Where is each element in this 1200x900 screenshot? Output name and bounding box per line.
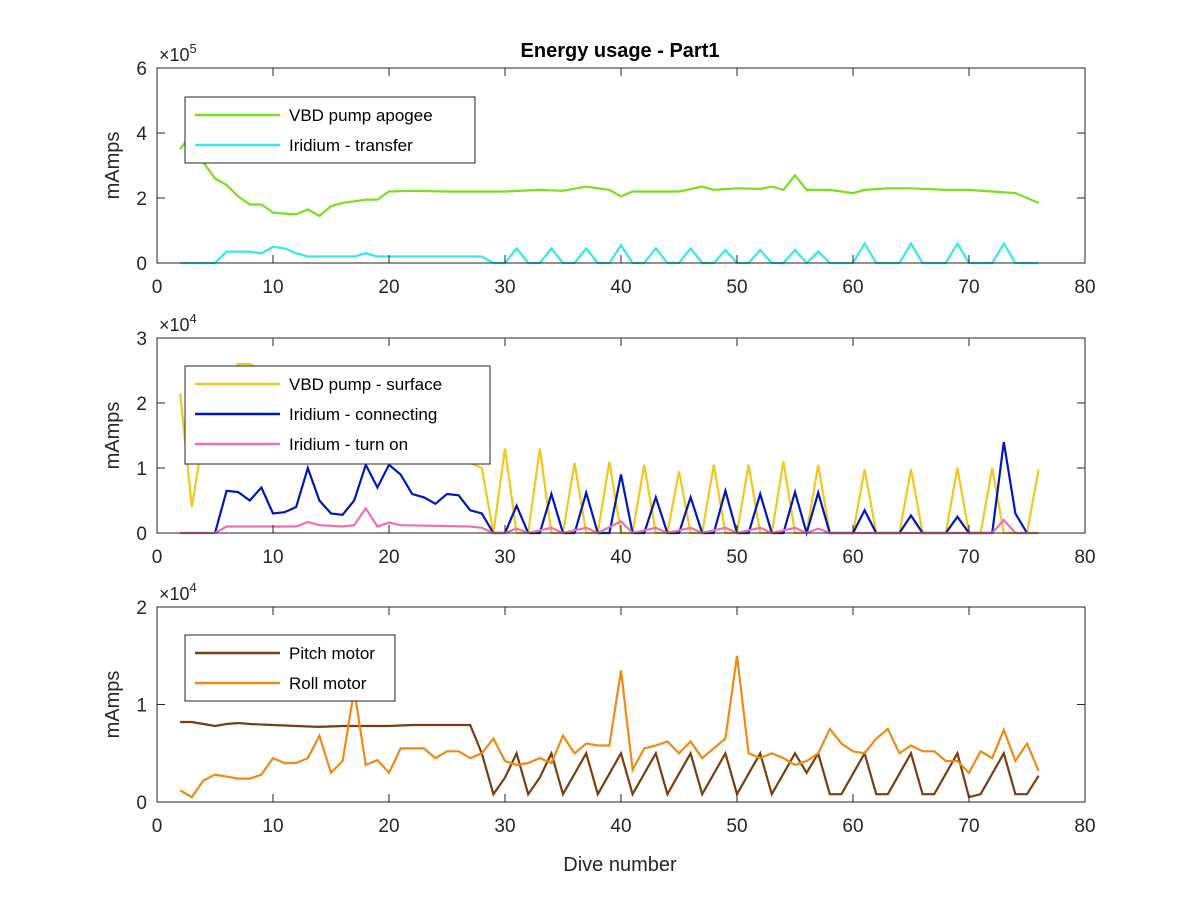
- x-tick-label: 0: [152, 277, 163, 298]
- legend-entry-label: Iridium - transfer: [289, 136, 413, 155]
- series-line-vbd-pump-apogee: [179, 130, 1040, 218]
- y-axis-label: mAmps: [102, 402, 124, 470]
- x-tick-label: 20: [378, 547, 399, 568]
- legend-box: [184, 96, 476, 164]
- y-tick-label: 6: [136, 59, 147, 80]
- x-tick-label: 70: [958, 816, 979, 837]
- y-axis-multiplier-exponent: 4: [190, 311, 197, 326]
- legend-entry-label: Pitch motor: [289, 644, 375, 663]
- x-tick-label: 80: [1074, 816, 1095, 837]
- y-tick-label: 3: [136, 329, 147, 350]
- legend-box: [184, 634, 396, 702]
- x-axis-label: Dive number: [563, 854, 677, 876]
- subplot-pitch-roll-motor: 0 10 20 30 40 50 60 70 80 0 1 2 ×104 mAmps Pitch motor…: [102, 580, 1096, 837]
- legend-entry-label: VBD pump apogee: [289, 106, 433, 125]
- x-tick-label: 40: [610, 547, 631, 568]
- y-axis-multiplier-exponent: 5: [190, 41, 197, 56]
- y-axis-label: mAmps: [102, 132, 124, 200]
- x-tick-label: 10: [262, 816, 283, 837]
- x-tick-label: 60: [842, 277, 863, 298]
- x-tick-label: 30: [494, 277, 515, 298]
- x-tick-label: 50: [726, 277, 747, 298]
- x-tick-label: 30: [494, 547, 515, 568]
- x-tick-label: 0: [152, 547, 163, 568]
- x-tick-label: 70: [958, 547, 979, 568]
- y-axis-multiplier: ×104: [159, 580, 197, 604]
- legend-entry-label: Roll motor: [289, 674, 367, 693]
- series-line-roll-motor: [179, 655, 1040, 799]
- series-line-iridium-turn-on: [180, 506, 1039, 535]
- y-tick-label: 0: [136, 524, 147, 545]
- legend-entry-label: Iridium - connecting: [289, 405, 437, 424]
- x-tick-label: 30: [494, 816, 515, 837]
- x-tick-label: 40: [610, 277, 631, 298]
- series-line-pitch-motor: [180, 720, 1040, 799]
- x-tick-label: 0: [152, 816, 163, 837]
- legend-entry-label: Iridium - turn on: [289, 435, 408, 454]
- x-tick-label: 10: [262, 277, 283, 298]
- x-tick-label: 70: [958, 277, 979, 298]
- x-tick-label: 50: [726, 547, 747, 568]
- y-tick-label: 2: [136, 189, 147, 210]
- y-axis-multiplier-exponent: 4: [190, 580, 197, 595]
- x-tick-label: 10: [262, 547, 283, 568]
- x-tick-label: 20: [378, 277, 399, 298]
- y-tick-label: 1: [136, 696, 147, 717]
- y-tick-label: 0: [136, 254, 147, 275]
- x-tick-label: 20: [378, 816, 399, 837]
- y-tick-label: 4: [136, 124, 147, 145]
- y-tick-label: 1: [136, 459, 147, 480]
- x-tick-label: 50: [726, 816, 747, 837]
- chart-title: Energy usage - Part1: [521, 40, 720, 62]
- y-tick-label: 2: [136, 394, 147, 415]
- x-tick-label: 60: [842, 547, 863, 568]
- x-tick-label: 40: [610, 816, 631, 837]
- legend-entry-label: VBD pump - surface: [289, 375, 442, 394]
- y-axis-label: mAmps: [102, 671, 124, 739]
- y-tick-label: 0: [136, 793, 147, 814]
- x-tick-label: 80: [1074, 547, 1095, 568]
- x-tick-label: 60: [842, 816, 863, 837]
- x-tick-label: 80: [1074, 277, 1095, 298]
- y-tick-label: 2: [136, 598, 147, 619]
